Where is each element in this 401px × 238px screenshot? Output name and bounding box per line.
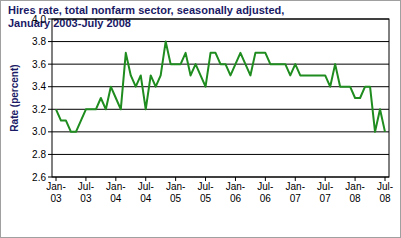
y-tick-label: 2.6	[32, 172, 46, 183]
x-tick-label-part: 07	[290, 193, 302, 204]
y-tick-label: 3.2	[32, 104, 46, 115]
chart: Hires rate, total nonfarm sector, season…	[0, 0, 401, 238]
x-tick-label: Jan-03	[46, 181, 65, 204]
y-axis-label: Rate (percent)	[9, 64, 20, 131]
series-group	[56, 42, 385, 132]
x-tick-label-part: 05	[200, 193, 212, 204]
x-tick-label-part: 08	[379, 193, 391, 204]
x-tick-label-part: Jul-	[138, 181, 154, 192]
x-tick-label-part: 06	[230, 193, 242, 204]
y-tick	[48, 64, 52, 65]
x-tick-label: Jan-04	[106, 181, 125, 204]
x-tick-label-part: Jul-	[317, 181, 333, 192]
x-tick-label-part: Jan-	[166, 181, 185, 192]
grid-line	[52, 131, 389, 132]
x-tick-label-part: Jan-	[226, 181, 245, 192]
x-tick-label-part: Jul-	[257, 181, 273, 192]
y-tick	[48, 86, 52, 87]
x-tick-label-part: Jul-	[78, 181, 94, 192]
plot-area	[52, 19, 389, 177]
x-tick-label: Jul-04	[138, 181, 154, 204]
x-tick-label-part: 04	[140, 193, 152, 204]
x-tick-label-part: 03	[50, 193, 62, 204]
x-tick-label-part: Jan-	[106, 181, 125, 192]
x-tick-label: Jan-07	[286, 181, 305, 204]
x-tick-label: Jan-08	[345, 181, 364, 204]
y-tick-label: 3.6	[32, 59, 46, 70]
x-tick-label: Jul-03	[78, 181, 94, 204]
x-tick-label-part: Jan-	[286, 181, 305, 192]
x-tick-label-part: 08	[350, 193, 362, 204]
grid-line	[52, 41, 389, 42]
x-tick-label-part: Jul-	[197, 181, 213, 192]
x-tick-label: Jan-05	[166, 181, 185, 204]
frame	[1, 1, 401, 238]
x-tick-label: Jan-06	[226, 181, 245, 204]
x-tick-label-part: 05	[170, 193, 182, 204]
y-tick	[48, 109, 52, 110]
x-tick-label-part: 03	[80, 193, 92, 204]
x-tick-label-part: Jan-	[345, 181, 364, 192]
x-tick-label: Jul-07	[317, 181, 333, 204]
x-tick-label: Jul-05	[197, 181, 213, 204]
title: Hires rate, total nonfarm sector, season…	[8, 4, 284, 16]
y-tick-label: 3.0	[32, 126, 46, 137]
plot-frame	[52, 19, 389, 177]
grid-line	[52, 86, 389, 87]
x-tick-label-part: Jan-	[46, 181, 65, 192]
x-tick-label: Jul-06	[257, 181, 273, 204]
y-tick	[48, 131, 52, 132]
y-tick-label: 3.8	[32, 36, 46, 47]
x-tick-label-part: 07	[320, 193, 332, 204]
y-tick	[48, 41, 52, 42]
x-tick-label: Jul-08	[377, 181, 393, 204]
y-tick	[48, 177, 52, 178]
x-tick-label-part: 04	[110, 193, 122, 204]
grid-line	[52, 154, 389, 155]
y-tick-label: 3.4	[32, 81, 46, 92]
grid-line	[52, 109, 389, 110]
data-line	[56, 42, 385, 132]
y-tick	[48, 154, 52, 155]
y-tick-label: 4.0	[32, 14, 46, 25]
x-tick-label-part: 06	[260, 193, 272, 204]
x-tick-label-part: Jul-	[377, 181, 393, 192]
y-tick-label: 2.8	[32, 149, 46, 160]
y-tick	[48, 19, 52, 20]
